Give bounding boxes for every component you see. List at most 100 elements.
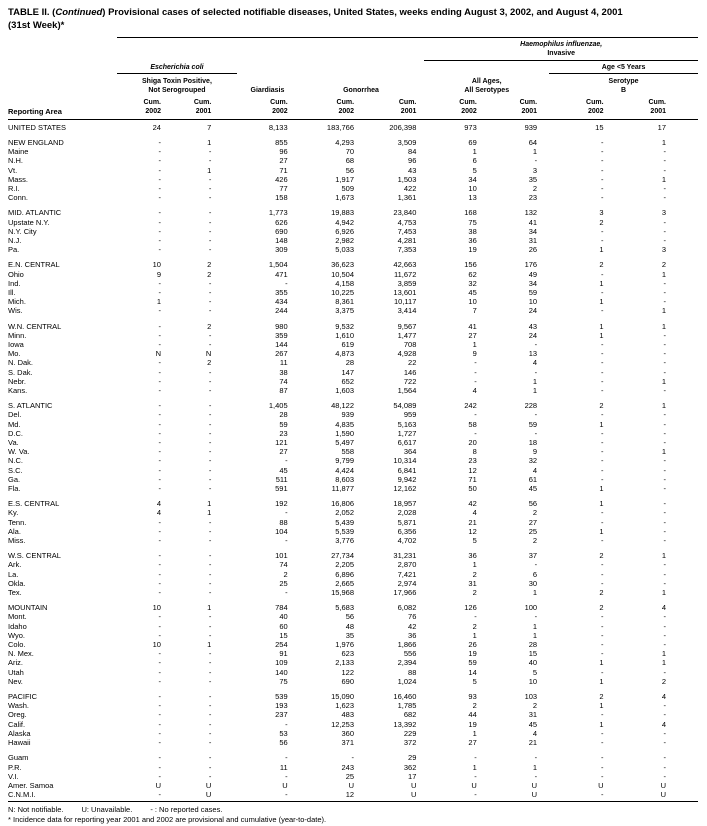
value-cell: - [663,762,667,772]
title-prefix: TABLE II. ( [8,7,56,18]
value-cell: 10 [468,297,477,307]
value-cell: 10 [528,297,538,307]
value-cell: - [208,771,212,781]
footnote-u: U: Unavailable. [81,805,133,815]
value-cell: 359 [275,330,288,340]
table-row: Amer. Samoa U U U U U U U U U [8,781,698,790]
value-cell: 6,082 [397,603,417,613]
reporting-area-cell: Miss. [8,536,26,546]
value-cell: 88 [279,517,288,527]
value-cell: - [158,753,161,763]
value-cell: 56 [345,612,355,622]
value-cell: 17,966 [393,588,417,598]
value-cell: 27 [279,156,288,166]
table-row: Oreg. - - 237 483 682 44 31 - - [8,710,698,719]
value-cell: - [208,526,212,536]
value-cell: - [601,385,604,395]
value-cell: - [208,217,212,227]
reporting-area-cell: N.C. [8,456,23,466]
value-cell: 5,033 [335,245,355,255]
value-cell: - [285,456,288,466]
value-cell: 4 [472,385,477,395]
value-cell: - [158,306,161,316]
value-cell: - [663,578,667,588]
value-cell: 2,665 [335,578,355,588]
value-cell: 59 [528,419,538,429]
value-cell: - [663,438,667,447]
reporting-area-cell: N.Y. City [8,226,37,236]
reporting-area-cell: S.C. [8,465,23,475]
value-cell: 2 [472,621,477,631]
value-cell: 2 [599,588,604,598]
value-cell: 1 [661,658,666,668]
value-cell: - [534,156,538,166]
value-cell: U [660,790,666,800]
table-row: Fla. - - 591 11,877 12,162 50 45 1 - [8,484,698,493]
table-row: Utah - - 140 122 88 14 5 - - [8,668,698,677]
value-cell: - [601,474,604,484]
value-cell: - [208,401,212,411]
value-cell: - [158,137,161,147]
value-cell: 8 [472,447,477,457]
value-cell: - [158,474,161,484]
value-cell: U [598,780,604,790]
value-cell: 2 [599,603,604,613]
value-cell: 26 [468,640,477,650]
value-cell: 84 [408,147,417,157]
value-cell: - [474,428,477,438]
value-cell: 104 [275,526,288,536]
value-cell: U [205,780,212,790]
value-cell: - [474,612,477,622]
value-cell: - [474,790,477,800]
value-cell: 1 [599,719,604,729]
reporting-area-cell: PACIFIC [8,692,38,702]
value-cell: - [474,367,477,377]
table-row: Va. - - 121 5,497 6,617 20 18 - - [8,438,698,447]
value-cell: - [208,762,212,772]
value-cell: - [601,790,604,800]
value-cell: 1,503 [397,174,417,184]
value-cell: - [158,226,161,236]
value-cell: 1,603 [335,385,355,395]
value-cell: - [158,728,161,738]
value-cell: 2 [472,701,477,711]
value-cell: 682 [403,710,417,720]
reporting-area-cell: MOUNTAIN [8,603,48,613]
footnote-dash: - : No reported cases. [150,805,223,815]
value-cell: U [471,780,477,790]
table-row: Tenn. - - 88 5,439 5,871 21 27 - - [8,518,698,527]
value-cell: 28 [345,358,355,368]
value-cell: 1,866 [397,640,417,650]
table-row: P.R. - -11 243 362 1 1- - [8,763,698,772]
reporting-area-cell: Oreg. [8,710,27,720]
table-row: Alaska - - 53 360 229 1 4 - - [8,729,698,738]
value-cell: 4 [532,728,538,738]
value-cell: 9 [532,447,538,457]
table-row: Maine - - 96 70 84 1 1 - - [8,147,698,156]
value-cell: 2 [532,536,538,546]
col-group-ecoli: Escherichia coli [116,60,238,74]
value-cell: - [663,753,667,763]
value-cell: - [601,165,604,175]
table-row: Wyo. - - 15 35 36 1 1 - - [8,631,698,640]
table-row: Tex. - - - 15,968 17,966 2 1 2 1 [8,588,698,597]
value-cell: - [285,719,288,729]
value-cell: 4,293 [335,137,355,147]
value-cell: 27 [468,330,477,340]
value-cell: 9 [156,269,161,279]
value-cell: 309 [275,245,288,255]
value-cell: 690 [275,226,288,236]
value-cell: - [158,385,161,395]
value-cell: - [158,649,161,659]
value-cell: 2 [599,401,604,411]
value-cell: 372 [403,738,417,748]
table-row: Ark. - - 74 2,205 2,870 1 - - - [8,560,698,569]
value-cell: - [158,612,161,622]
value-cell: 228 [524,401,538,411]
table-title: TABLE II. (Continued) Provisional cases … [8,7,699,32]
footnotes: N: Not notifiable. U: Unavailable. - : No … [8,805,699,825]
value-cell: 23,840 [393,208,417,218]
value-cell: 192 [275,499,288,509]
value-cell: 3,776 [335,536,355,546]
value-cell: - [208,438,212,447]
